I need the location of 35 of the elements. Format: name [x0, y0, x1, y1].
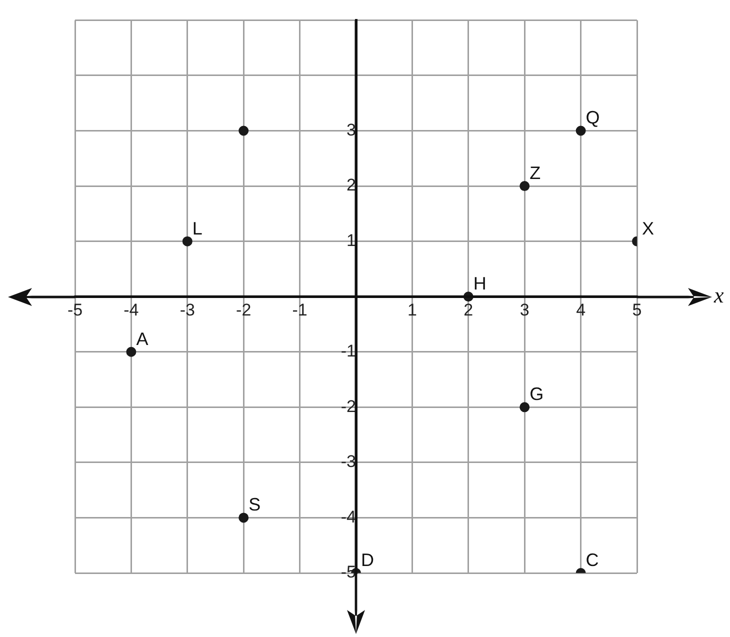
annotation: H: [473, 274, 486, 294]
annotation: D: [361, 550, 374, 570]
x-axis-title: x: [713, 282, 724, 308]
annotation: X: [642, 218, 654, 238]
point: [520, 181, 530, 192]
y-tick-label: 3: [346, 120, 356, 140]
y-tick-label: 2: [346, 176, 356, 195]
y-tick-label: -4: [340, 507, 356, 526]
x-tick-label: 3: [520, 300, 530, 320]
point: [182, 236, 192, 246]
x-tick-label: -1: [292, 300, 308, 320]
x-tick-label: -3: [180, 300, 195, 320]
x-tick-label: 5: [632, 300, 642, 320]
y-tick-label: -3: [340, 452, 356, 472]
annotation: G: [530, 384, 544, 404]
annotation: Z: [530, 163, 541, 184]
x-tick-label: 2: [464, 300, 474, 320]
y-tick-label: -2: [340, 396, 356, 416]
annotation: S: [248, 494, 261, 515]
y-tick-label: 1: [346, 231, 356, 250]
annotation: C: [586, 550, 599, 570]
x-tick-label: -5: [67, 300, 83, 320]
annotation: Q: [586, 108, 600, 128]
x-tick-label: -4: [124, 300, 139, 320]
point: [238, 512, 249, 523]
annotation: A: [136, 328, 148, 349]
x-tick-label: -2: [236, 300, 252, 320]
point: [126, 346, 136, 357]
point: [520, 402, 530, 412]
x-tick-label: 1: [407, 300, 417, 320]
point: [576, 126, 586, 136]
point: [238, 126, 249, 136]
x-tick-label: 4: [576, 300, 586, 320]
annotation: L: [192, 218, 202, 238]
y-tick-label: -1: [340, 342, 356, 361]
